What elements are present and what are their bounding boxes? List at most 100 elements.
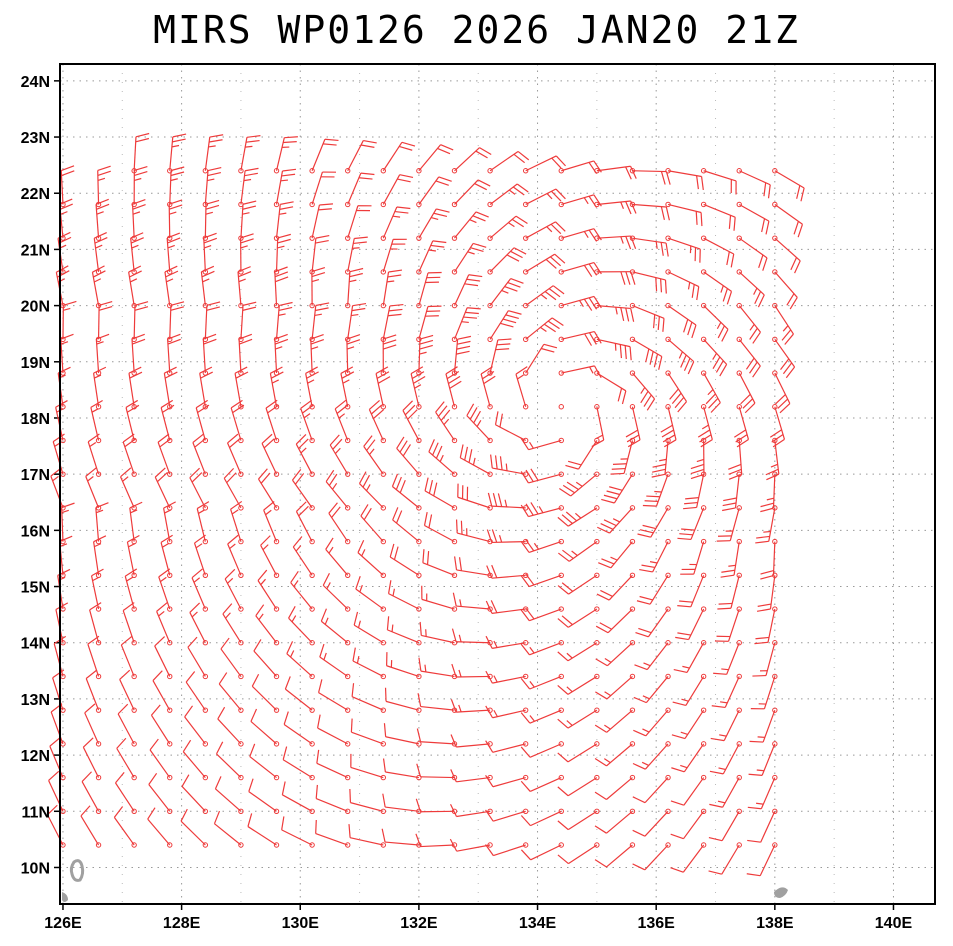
barb-feather (399, 479, 406, 494)
barb-shaft (774, 271, 798, 298)
barb-feather (458, 557, 463, 571)
barb-feather (722, 502, 737, 507)
barb-half-feather (61, 509, 69, 514)
station-circle (629, 471, 636, 477)
barb-feather (320, 608, 327, 622)
barb-shaft (724, 676, 740, 708)
barb-feather (486, 529, 493, 543)
barb-feather (777, 398, 789, 409)
barb-feather (780, 358, 790, 371)
station-circle (416, 640, 422, 646)
barb-shaft (567, 642, 598, 662)
barb-feather (749, 361, 758, 374)
station-circle (202, 842, 209, 848)
barb-feather (658, 356, 663, 370)
barb-shaft (346, 339, 349, 374)
station-circle (238, 808, 244, 814)
barb-feather (639, 529, 654, 534)
barb-feather (244, 167, 259, 172)
barb-feather (449, 380, 462, 389)
barb-shaft (189, 612, 206, 644)
barb-feather (766, 473, 780, 481)
barb-half-feather (277, 245, 285, 249)
barb-shaft (492, 777, 526, 788)
barb-feather (467, 307, 481, 310)
barb-feather (388, 308, 403, 312)
barb-feather (491, 564, 498, 578)
barb-feather (135, 137, 150, 143)
barb-feather (728, 468, 742, 475)
barb-half-feather (303, 413, 311, 419)
barb-feather (468, 449, 473, 463)
barb-half-feather (205, 211, 213, 215)
barb-feather (511, 218, 524, 228)
barb-feather (755, 636, 770, 640)
barb-feather (257, 569, 268, 581)
barb-feather (170, 171, 185, 177)
barb-shaft (606, 743, 633, 767)
barb-shaft (257, 478, 278, 509)
station-circle (772, 673, 778, 680)
barb-feather (154, 467, 166, 478)
barb-feather (562, 549, 574, 559)
station-circle (238, 842, 244, 848)
barb-half-feather (566, 686, 573, 693)
barb-shaft (730, 575, 740, 609)
barb-feather (525, 539, 535, 552)
station-circle (665, 235, 671, 241)
barb-shaft (97, 170, 100, 205)
barb-feather (227, 534, 239, 545)
barb-feather (730, 253, 735, 268)
barb-feather (544, 291, 557, 301)
barb-feather (742, 398, 754, 409)
station-circle (629, 572, 636, 579)
station-circle (629, 640, 636, 646)
barb-feather (785, 366, 796, 379)
station-circle (238, 538, 244, 545)
barb-half-feather (334, 447, 341, 454)
barb-feather (675, 636, 689, 641)
station-circle (451, 538, 458, 545)
lat-label: 23N (21, 130, 50, 147)
barb-shaft (311, 171, 323, 205)
barb-feather (687, 321, 693, 336)
barb-shaft (489, 183, 518, 205)
barb-shaft (561, 295, 595, 307)
barb-half-feather (712, 352, 718, 360)
barb-feather (48, 770, 60, 781)
barb-shaft (456, 641, 491, 644)
barb-feather (665, 206, 670, 221)
barb-half-feather (716, 322, 722, 330)
barb-shaft (703, 372, 721, 403)
station-circle (772, 235, 778, 241)
barb-feather (383, 339, 397, 345)
barb-shaft (567, 777, 598, 797)
lon-label: 132E (400, 915, 438, 932)
barb-feather (222, 603, 233, 615)
barb-half-feather (87, 476, 94, 482)
barb-feather (736, 438, 749, 448)
barb-feather (61, 502, 75, 509)
barb-feather (315, 234, 330, 239)
station-circle (772, 302, 778, 309)
barb-shaft (285, 688, 313, 711)
station-circle (309, 842, 315, 848)
barb-shaft (515, 373, 527, 407)
barb-shaft (606, 675, 633, 700)
station-circle (487, 269, 493, 275)
barb-feather (277, 238, 291, 244)
barb-feather (402, 444, 411, 457)
station-circle (665, 370, 671, 376)
station-circle (202, 572, 209, 579)
barb-feather (765, 468, 779, 476)
barb-shaft (311, 305, 317, 340)
station-circle (380, 168, 387, 174)
station-circle (95, 774, 102, 781)
barb-feather (561, 615, 573, 626)
station-circle (665, 505, 671, 511)
barb-shaft (156, 611, 171, 643)
barb-feather (642, 524, 656, 530)
barb-feather (124, 568, 138, 577)
barb-feather (677, 401, 687, 413)
station-circle (629, 370, 636, 376)
